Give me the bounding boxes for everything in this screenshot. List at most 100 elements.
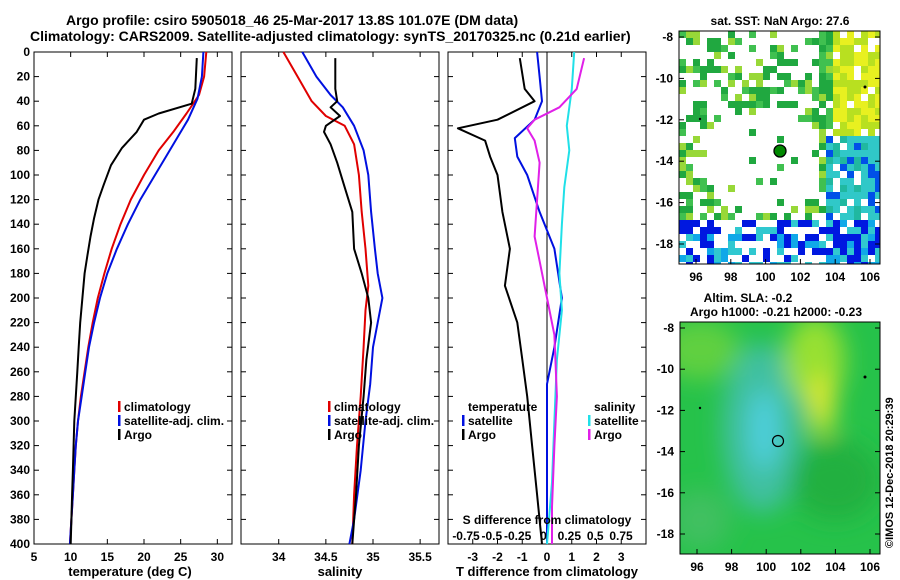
sst-cell (826, 31, 833, 38)
sst-cell (770, 227, 777, 234)
x-tick-label: 5 (31, 550, 38, 564)
sst-cell (868, 157, 875, 164)
sla-map-title-line-2: Argo h1000: -0.21 h2000: -0.23 (690, 305, 862, 319)
sst-cell (875, 143, 880, 150)
x-tick-label: 1 (568, 550, 575, 564)
series-line-salinity-argo (526, 57, 586, 544)
sst-cell (791, 255, 798, 262)
salinity-plot-frame (240, 51, 440, 545)
sst-cell (728, 52, 735, 59)
sst-cell (714, 199, 721, 206)
sst-cell (861, 80, 868, 87)
sst-cell (833, 66, 840, 73)
title-line-2: Climatology: CARS2009. Satellite-adjuste… (30, 28, 631, 44)
sst-cell (812, 115, 819, 122)
sst-cell (763, 66, 770, 73)
sst-cell (693, 234, 700, 241)
sst-cell (693, 255, 700, 262)
sst-cell (840, 241, 847, 248)
sst-cell (826, 178, 833, 185)
sst-cell (749, 45, 756, 52)
sst-cell (735, 66, 742, 73)
sst-cell (784, 262, 791, 264)
sst-cell (868, 206, 875, 213)
sst-cell (847, 38, 854, 45)
sst-cell (679, 192, 686, 199)
sst-cell (868, 52, 875, 59)
sst-cell (707, 122, 714, 129)
legend-label-satellite: satellite-adj. clim. (124, 414, 224, 428)
sst-cell (749, 220, 756, 227)
sst-cell (742, 101, 749, 108)
sst-cell (875, 115, 880, 122)
sst-cell (826, 234, 833, 241)
sst-cell (840, 136, 847, 143)
sst-map-title: sat. SST: NaN Argo: 27.6 (711, 14, 850, 28)
sst-cell (826, 262, 833, 264)
sst-cell (735, 38, 742, 45)
sst-cell (735, 108, 742, 115)
sst-cell (679, 255, 686, 262)
sst-cell (826, 248, 833, 255)
sst-cell (791, 157, 798, 164)
sst-cell (798, 80, 805, 87)
series-line-climatology (282, 51, 370, 545)
sst-cell (749, 101, 756, 108)
sst-cell (861, 227, 868, 234)
sst-cell (742, 220, 749, 227)
x-tick-label: 2 (593, 550, 600, 564)
sst-cell (854, 136, 861, 143)
sst-cell (833, 129, 840, 136)
series-line-satellite-adj-clim- (301, 51, 384, 545)
series-line-temperature-argo (456, 57, 543, 545)
sst-cell (861, 255, 868, 262)
sst-cell (735, 248, 742, 255)
sst-cell (791, 206, 798, 213)
sst-cell (777, 101, 784, 108)
sst-cell (861, 192, 868, 199)
sst-cell (875, 234, 880, 241)
float-marker (698, 406, 702, 410)
sst-cell (763, 227, 770, 234)
sst-cell (693, 38, 700, 45)
legend-label-t-argo: Argo (468, 428, 496, 442)
sst-cell (833, 115, 840, 122)
sst-cell (812, 206, 819, 213)
sst-cell (756, 262, 763, 264)
sst-cell (875, 87, 880, 94)
sst-cell (847, 52, 854, 59)
sst-cell (840, 164, 847, 171)
series-line-satellite-adj-clim- (68, 51, 205, 545)
sst-cell (693, 108, 700, 115)
sst-cell (875, 171, 880, 178)
sst-cell (826, 185, 833, 192)
sst-cell (868, 108, 875, 115)
sst-cell (714, 52, 721, 59)
sst-cell (770, 213, 777, 220)
sst-cell (700, 115, 707, 122)
sst-cell (679, 150, 686, 157)
sst-cell (756, 227, 763, 234)
sst-cell (763, 101, 770, 108)
sst-cell (679, 171, 686, 178)
y-tick-label: 240 (10, 340, 30, 354)
sst-cell (840, 45, 847, 52)
sst-cell (847, 157, 854, 164)
sst-cell (861, 241, 868, 248)
legend-swatch-t-argo (462, 429, 465, 440)
x-tick-label: -2 (492, 550, 503, 564)
sst-cell (847, 143, 854, 150)
sst-cell (721, 66, 728, 73)
sst-cell (854, 38, 861, 45)
sst-cell (756, 73, 763, 80)
sst-cell (840, 192, 847, 199)
legend-swatch-s-satellite (588, 415, 591, 426)
sst-cell (812, 59, 819, 66)
sst-cell (749, 157, 756, 164)
sst-cell (700, 122, 707, 129)
sst-cell (735, 262, 742, 264)
sst-cell (875, 94, 880, 101)
sst-cell (749, 262, 756, 264)
sst-cell (819, 248, 826, 255)
sst-cell (875, 80, 880, 87)
